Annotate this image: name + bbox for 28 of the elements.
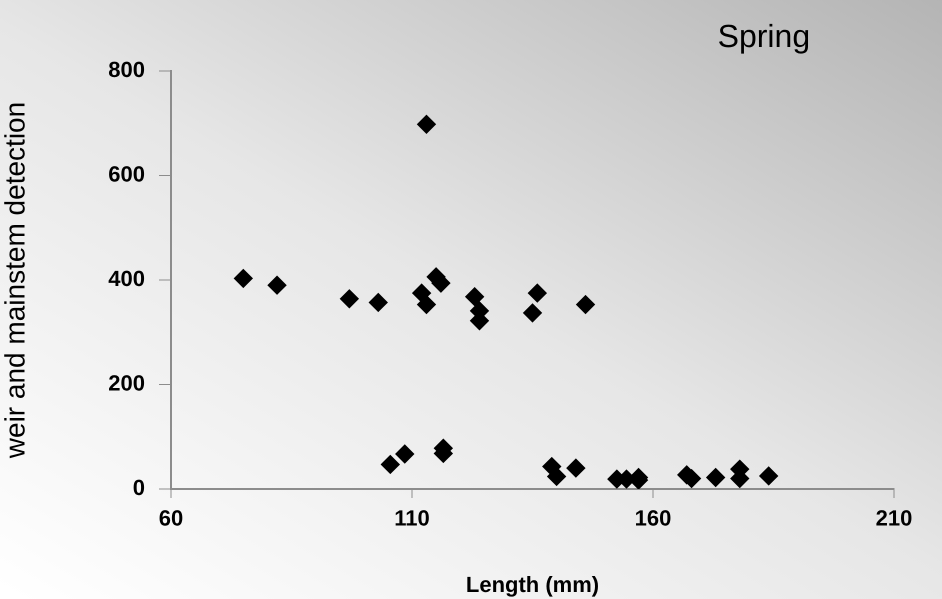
point: [416, 295, 436, 314]
point: [380, 454, 400, 474]
point: [528, 284, 547, 303]
point: [268, 276, 287, 295]
point: [759, 466, 778, 486]
point: [576, 295, 596, 314]
point: [706, 468, 726, 488]
point: [416, 114, 436, 134]
y-axis-title: weir and mainstem detection: [0, 102, 31, 460]
x-tick-label: 110: [394, 505, 430, 530]
y-tick-label: 800: [108, 57, 145, 82]
y-tick-label: 200: [108, 370, 145, 396]
x-tick-label: 160: [634, 505, 672, 530]
point: [465, 287, 484, 306]
y-tick-label: 0: [132, 475, 145, 500]
point: [523, 303, 542, 322]
x-tick-label: 60: [158, 505, 184, 530]
chart-title: Spring: [718, 18, 810, 54]
point: [340, 289, 359, 308]
point: [368, 292, 388, 312]
point: [395, 444, 414, 464]
point: [234, 268, 253, 288]
y-tick-label: 600: [108, 162, 145, 187]
point: [412, 284, 432, 303]
y-tick-label: 400: [108, 266, 145, 292]
x-axis-title: Length (mm): [466, 572, 600, 597]
point: [566, 458, 586, 478]
x-tick-label: 210: [876, 505, 912, 530]
